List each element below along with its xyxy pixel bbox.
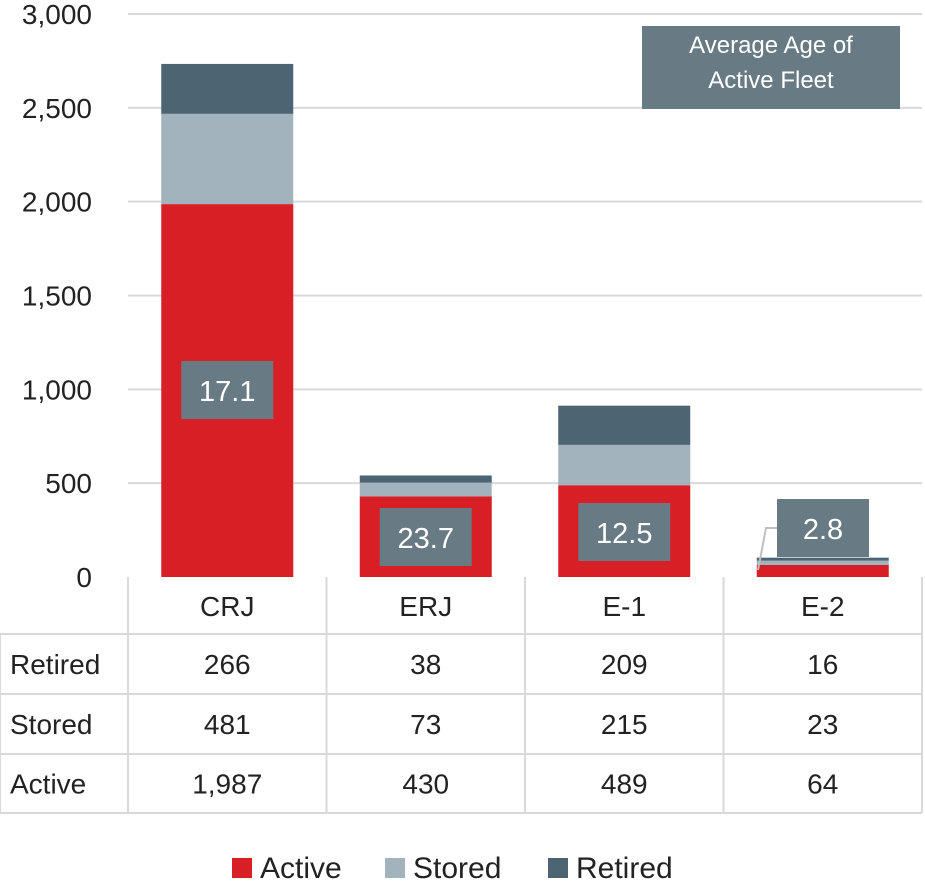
table-row-label: Retired (10, 649, 100, 680)
category-label: CRJ (200, 591, 254, 622)
annotation-box (642, 26, 900, 109)
legend-label: Stored (413, 852, 501, 881)
table-cell: 1,987 (192, 769, 262, 800)
table-cell: 481 (204, 709, 251, 740)
table-cell: 489 (601, 769, 648, 800)
age-label: 12.5 (596, 518, 652, 550)
category-label: ERJ (399, 591, 452, 622)
bar-stored-crj (161, 113, 294, 205)
bar-active-e-2 (756, 564, 889, 577)
table-row-label: Stored (10, 709, 93, 740)
y-tick-label: 0 (76, 562, 92, 593)
bar-stored-e-2 (756, 560, 889, 565)
legend-swatch-stored (385, 858, 405, 878)
bar-retired-erj (359, 475, 492, 483)
bar-retired-crj (161, 63, 294, 114)
age-label-box (578, 503, 671, 561)
y-tick-label: 2,000 (22, 187, 92, 218)
category-label: E-1 (602, 591, 646, 622)
bar-retired-e-2 (756, 557, 889, 561)
annotation-line: Average Age of (689, 32, 853, 59)
y-tick-label: 1,500 (22, 281, 92, 312)
table-cell: 16 (807, 649, 838, 680)
table-cell: 64 (807, 769, 838, 800)
y-axis: 0 500 1,000 1,500 2,000 2,500 3,000 (22, 0, 92, 593)
average-age-annotation: Average Age of Active Fleet (642, 26, 900, 109)
table-cell: 38 (410, 649, 441, 680)
y-tick-label: 500 (45, 468, 92, 499)
legend-swatch-retired (548, 858, 568, 878)
table-cell: 209 (601, 649, 648, 680)
y-tick-label: 2,500 (22, 93, 92, 124)
bar-stored-erj (359, 482, 492, 497)
legend: Active Stored Retired (232, 852, 673, 881)
bar-retired-e-1 (558, 405, 691, 445)
average-age-labels: 17.1 23.7 12.5 2.8 (181, 361, 869, 571)
age-label: 17.1 (199, 376, 255, 408)
age-label-box (379, 508, 472, 566)
data-table: CRJ ERJ E-1 E-2 Retired 266 38 209 16 Stored 481 73… (0, 577, 923, 814)
legend-label: Retired (576, 852, 673, 881)
legend-label: Active (260, 852, 342, 881)
category-label: E-2 (801, 591, 845, 622)
y-tick-label: 1,000 (22, 374, 92, 405)
table-row-label: Active (10, 769, 86, 800)
bar-stored-e-1 (558, 444, 691, 486)
age-label: 23.7 (398, 523, 454, 555)
table-cell: 23 (807, 709, 838, 740)
table-cell: 430 (402, 769, 449, 800)
leader-line (757, 527, 777, 571)
age-label-box (777, 499, 869, 557)
y-tick-label: 3,000 (22, 0, 92, 30)
age-label: 2.8 (803, 514, 843, 546)
table-cell: 73 (410, 709, 441, 740)
annotation-line: Active Fleet (708, 67, 834, 94)
table-cell: 215 (601, 709, 648, 740)
table-cell: 266 (204, 649, 251, 680)
legend-swatch-active (232, 858, 252, 878)
age-label-box (181, 361, 274, 419)
